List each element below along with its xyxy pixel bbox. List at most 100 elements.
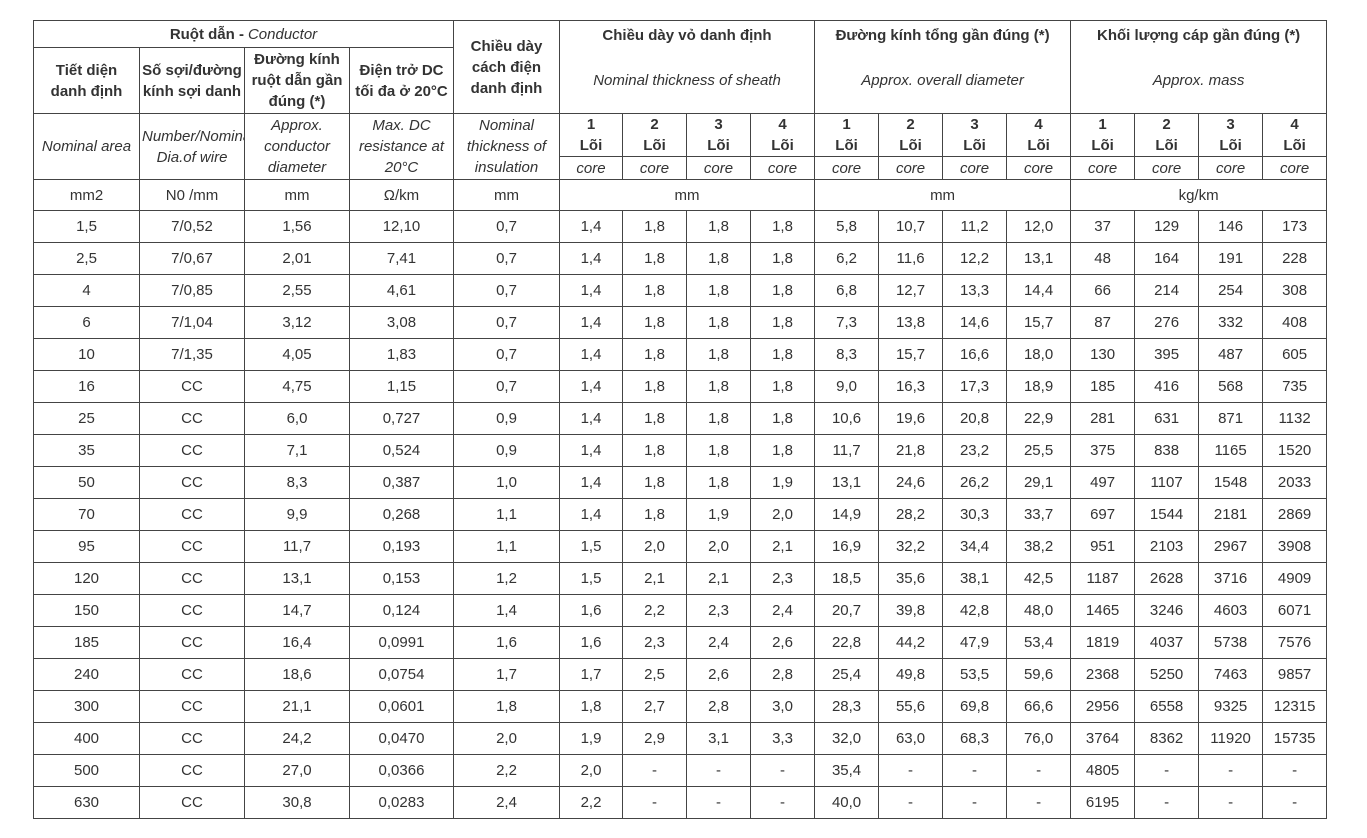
data-cell: 2,1 (622, 562, 687, 595)
data-cell: 23,2 (942, 434, 1008, 467)
data-cell: 631 (1134, 402, 1200, 435)
data-cell: 2,0 (686, 530, 751, 563)
data-cell: 1,8 (749, 306, 816, 339)
data-cell: 68,3 (942, 722, 1008, 755)
data-cell: 2,2 (559, 786, 623, 819)
data-cell: 487 (1198, 338, 1264, 371)
data-cell: 2,01 (244, 242, 350, 275)
data-row: 400 CC 24,2 0,0470 2,0 1,9 2,9 3,1 3,3 32,0 63,0 68… (33, 722, 1328, 755)
data-cell: 1,1 (453, 498, 560, 531)
core-en: core (1198, 156, 1264, 180)
data-cell: CC (139, 434, 245, 467)
core-word: Lõi (707, 137, 730, 154)
data-cell: 21,1 (244, 690, 350, 723)
data-cell: 20,8 (942, 402, 1008, 435)
data-cell: 150 (33, 594, 140, 627)
header-cell: Number/Nominal Dia.of wire (139, 113, 245, 180)
data-row: 70 CC 9,9 0,268 1,1 1,4 1,8 1,9 2,0 14,9 28,2 30,3 3… (33, 498, 1328, 531)
data-row: 240 CC 18,6 0,0754 1,7 1,7 2,5 2,6 2,8 25,4 49,8 53… (33, 658, 1328, 691)
data-cell: 120 (33, 562, 140, 595)
data-cell: 2869 (1262, 498, 1328, 531)
data-cell: - (686, 754, 751, 787)
data-cell: 12,0 (1006, 210, 1072, 243)
data-cell: 53,4 (1006, 626, 1072, 659)
data-cell: 4909 (1262, 562, 1328, 595)
data-cell: 375 (1070, 434, 1136, 467)
data-cell: 3,12 (244, 306, 350, 339)
data-cell: 1,8 (622, 338, 687, 371)
data-cell: 0,7 (453, 242, 560, 275)
data-cell: 3716 (1198, 562, 1264, 595)
data-row: 500 CC 27,0 0,0366 2,2 2,0- - -35,4- - -4805- - - (33, 754, 1328, 787)
data-cell: 1,8 (686, 402, 751, 435)
data-cell: 28,3 (814, 690, 880, 723)
data-cell: - (622, 786, 687, 819)
data-cell: 1,56 (244, 210, 350, 243)
data-cell: 2,2 (453, 754, 560, 787)
data-cell: 164 (1134, 242, 1200, 275)
data-cell: 871 (1198, 402, 1264, 435)
core-number: 1 (586, 116, 596, 133)
data-cell: 18,6 (244, 658, 350, 691)
data-cell: 16,9 (814, 530, 880, 563)
data-cell: 1819 (1070, 626, 1136, 659)
data-cell: 15,7 (878, 338, 944, 371)
data-cell: 1,8 (749, 274, 816, 307)
core-en: core (814, 156, 880, 180)
data-cell: 33,7 (1006, 498, 1072, 531)
data-cell: 1,4 (559, 210, 623, 243)
data-cell: 9325 (1198, 690, 1264, 723)
data-cell: 1,8 (749, 402, 816, 435)
data-cell: 0,7 (453, 210, 560, 243)
data-cell: - (622, 754, 687, 787)
data-cell: 4,61 (349, 274, 454, 307)
data-cell: - (686, 786, 751, 819)
data-cell: 1187 (1070, 562, 1136, 595)
unit-cell: mm2 (33, 179, 140, 211)
data-row: 16 CC 4,75 1,15 0,7 1,4 1,8 1,8 1,8 9,0 16,3 17,3 18… (33, 370, 1328, 403)
data-cell: 1,4 (559, 274, 623, 307)
data-cell: 16,6 (942, 338, 1008, 371)
data-cell: 1,8 (622, 402, 687, 435)
data-cell: 28,2 (878, 498, 944, 531)
data-cell: 2,9 (622, 722, 687, 755)
data-cell: 1,8 (622, 434, 687, 467)
data-cell: 30,8 (244, 786, 350, 819)
data-cell: - (1262, 786, 1328, 819)
data-cell: 66,6 (1006, 690, 1072, 723)
data-cell: 1,6 (559, 594, 623, 627)
data-cell: 1,7 (559, 658, 623, 691)
group-title: Khối lượng cáp gần đúng (*) (1097, 27, 1301, 44)
data-cell: 30,3 (942, 498, 1008, 531)
core-en: core (1070, 156, 1136, 180)
data-cell: 416 (1134, 370, 1200, 403)
data-cell: 6,8 (814, 274, 880, 307)
data-row: 4 7/0,85 2,55 4,61 0,7 1,4 1,8 1,8 1,8 6,8 12,7 13,… (33, 274, 1328, 307)
header-cell: Đường kính ruột dẫn gần đúng (*) (244, 47, 350, 114)
data-cell: 17,3 (942, 370, 1008, 403)
data-cell: 35,6 (878, 562, 944, 595)
data-cell: 24,2 (244, 722, 350, 755)
data-cell: 1,4 (559, 402, 623, 435)
data-cell: 42,5 (1006, 562, 1072, 595)
data-cell: 10,6 (814, 402, 880, 435)
group-title: Chiều dày vỏ danh định (602, 27, 772, 44)
data-cell: 1,8 (686, 370, 751, 403)
core-word: Lõi (835, 137, 858, 154)
data-cell: 6 (33, 306, 140, 339)
data-cell: 49,8 (878, 658, 944, 691)
data-cell: 2033 (1262, 466, 1328, 499)
data-row: 630 CC 30,8 0,0283 2,4 2,2- - -40,0- - -6195- - - (33, 786, 1328, 819)
data-cell: 9,0 (814, 370, 880, 403)
data-cell: 2,55 (244, 274, 350, 307)
core-word: Lõi (1283, 137, 1306, 154)
data-cell: 0,124 (349, 594, 454, 627)
data-cell: CC (139, 690, 245, 723)
core-en: core (1006, 156, 1072, 180)
data-cell: 0,7 (453, 338, 560, 371)
core-number: 1 (1098, 116, 1107, 133)
data-cell: 2,6 (686, 658, 751, 691)
data-cell: 50 (33, 466, 140, 499)
data-cell: 3,08 (349, 306, 454, 339)
data-cell: 15735 (1262, 722, 1328, 755)
